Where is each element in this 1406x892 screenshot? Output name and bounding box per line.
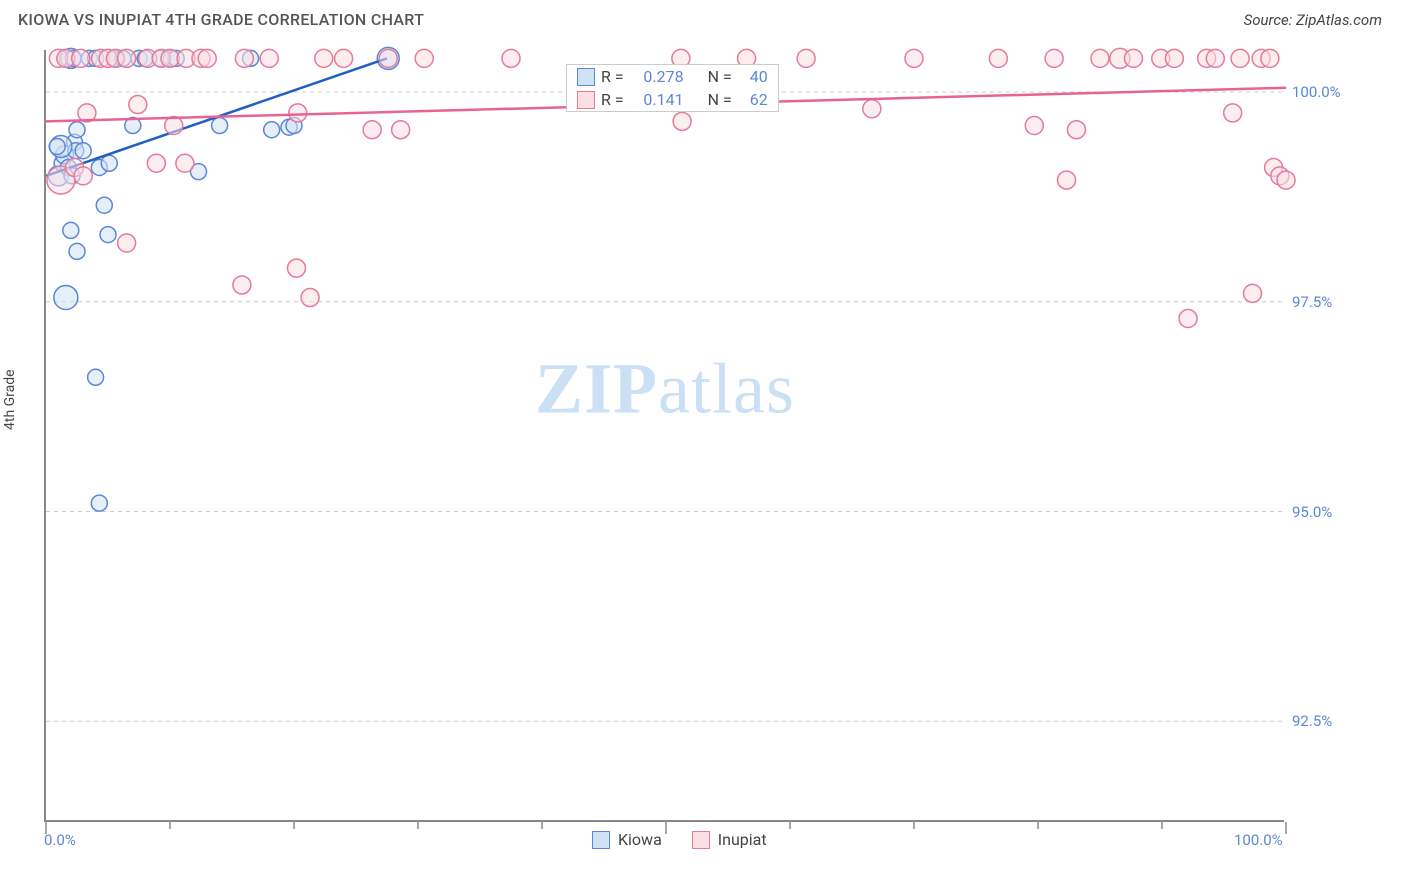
data-point — [392, 121, 410, 139]
data-point — [1025, 117, 1043, 135]
bottom-legend: Kiowa Inupiat — [592, 830, 767, 849]
data-point — [88, 369, 104, 385]
legend-swatch — [577, 91, 595, 109]
data-point — [1244, 284, 1262, 302]
n-label: N = — [708, 67, 732, 86]
data-point — [147, 154, 165, 172]
x-tick-label: 0.0% — [44, 831, 76, 849]
data-point — [161, 49, 179, 67]
chart-header: KIOWA VS INUPIAT 4TH GRADE CORRELATION C… — [0, 0, 1406, 37]
data-point — [1165, 49, 1183, 67]
x-tick-label: 100.0% — [1234, 831, 1283, 849]
data-point — [63, 222, 79, 238]
data-point — [54, 286, 78, 310]
r-label: R = — [601, 90, 624, 109]
data-point — [118, 234, 136, 252]
bottom-legend-item: Inupiat — [692, 830, 767, 849]
legend-swatch — [692, 831, 710, 849]
data-point — [198, 49, 216, 67]
legend-label: Inupiat — [718, 830, 767, 849]
data-point — [287, 259, 305, 277]
data-point — [1277, 171, 1295, 189]
data-point — [379, 49, 397, 67]
bottom-legend-item: Kiowa — [592, 830, 662, 849]
chart-title: KIOWA VS INUPIAT 4TH GRADE CORRELATION C… — [18, 10, 424, 29]
data-point — [264, 122, 280, 138]
data-point — [69, 243, 85, 259]
data-point — [1124, 49, 1142, 67]
source-label: Source: ZipAtlas.com — [1244, 11, 1382, 29]
y-tick-label: 95.0% — [1292, 503, 1332, 521]
stats-legend-row: R = 0.141 N = 62 — [567, 88, 778, 111]
data-point — [863, 100, 881, 118]
y-tick-label: 100.0% — [1292, 83, 1341, 101]
data-point — [415, 49, 433, 67]
data-point — [289, 104, 307, 122]
data-point — [1091, 49, 1109, 67]
data-point — [100, 227, 116, 243]
data-point — [1261, 49, 1279, 67]
data-point — [1179, 310, 1197, 328]
chart-plot-area: ZIPatlas — [44, 50, 1284, 822]
stats-legend-box: R = 0.278 N = 40 R = 0.141 N = 62 — [566, 64, 779, 112]
data-point — [335, 49, 353, 67]
data-point — [233, 276, 251, 294]
data-point — [176, 154, 194, 172]
data-point — [69, 122, 85, 138]
y-axis-title: 4th Grade — [2, 369, 18, 430]
data-point — [1067, 121, 1085, 139]
data-point — [301, 289, 319, 307]
y-tick-label: 97.5% — [1292, 293, 1332, 311]
n-value: 62 — [738, 90, 768, 109]
data-point — [260, 49, 278, 67]
data-point — [363, 121, 381, 139]
data-point — [118, 49, 136, 67]
data-point — [1231, 49, 1249, 67]
data-point — [74, 167, 92, 185]
r-label: R = — [601, 67, 624, 86]
data-point — [49, 139, 65, 155]
data-point — [101, 155, 117, 171]
r-value: 0.141 — [630, 90, 684, 109]
legend-swatch — [592, 831, 610, 849]
data-point — [502, 49, 520, 67]
data-point — [1045, 49, 1063, 67]
chart-svg — [46, 50, 1284, 820]
data-point — [129, 96, 147, 114]
data-point — [91, 495, 107, 511]
data-point — [905, 49, 923, 67]
n-label: N = — [708, 90, 732, 109]
data-point — [72, 49, 90, 67]
data-point — [1206, 49, 1224, 67]
data-point — [673, 112, 691, 130]
data-point — [1224, 104, 1242, 122]
legend-swatch — [577, 68, 595, 86]
data-point — [235, 49, 253, 67]
y-tick-label: 92.5% — [1292, 712, 1332, 730]
data-point — [1058, 171, 1076, 189]
data-point — [989, 49, 1007, 67]
legend-label: Kiowa — [618, 830, 662, 849]
n-value: 40 — [738, 67, 768, 86]
r-value: 0.278 — [630, 67, 684, 86]
data-point — [96, 197, 112, 213]
stats-legend-row: R = 0.278 N = 40 — [567, 65, 778, 88]
data-point — [75, 143, 91, 159]
data-point — [315, 49, 333, 67]
data-point — [797, 49, 815, 67]
data-point — [212, 118, 228, 134]
